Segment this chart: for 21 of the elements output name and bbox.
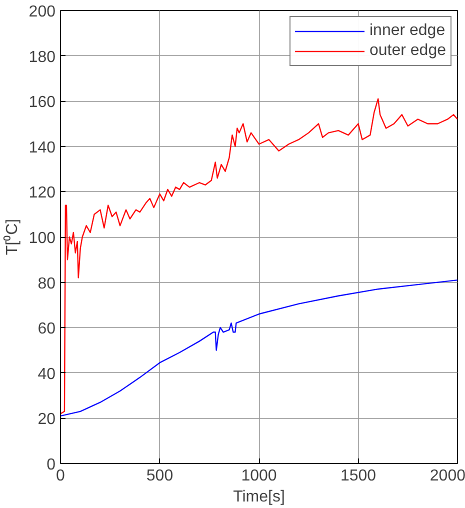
x-tick-label: 1500 [340,468,376,484]
y-tick-label: 60 [38,320,56,338]
y-tick-label: 80 [38,275,56,292]
y-tick-label: 180 [28,48,56,66]
y-tick-label: 20 [38,411,56,428]
x-tick-label: 1000 [241,468,277,484]
legend-label: outer edge [369,42,446,60]
y-tick-label: 140 [28,139,56,156]
line-series [60,98,458,414]
y-tick-label: 40 [38,366,56,383]
y-tick-label: 100 [28,230,56,247]
y-tick-label: 160 [28,94,56,112]
x-tick-label: 2000 [430,468,465,484]
y-axis-title: T[⁰C] [2,218,21,256]
x-tick-label: 500 [146,468,174,484]
legend-label: inner edge [369,22,446,40]
y-tick-label: 0 [46,456,56,474]
line-series [60,279,458,417]
y-tick-label: 120 [28,184,56,202]
y-tick-label: 200 [28,4,56,20]
x-axis-title: Time[s] [233,488,285,506]
